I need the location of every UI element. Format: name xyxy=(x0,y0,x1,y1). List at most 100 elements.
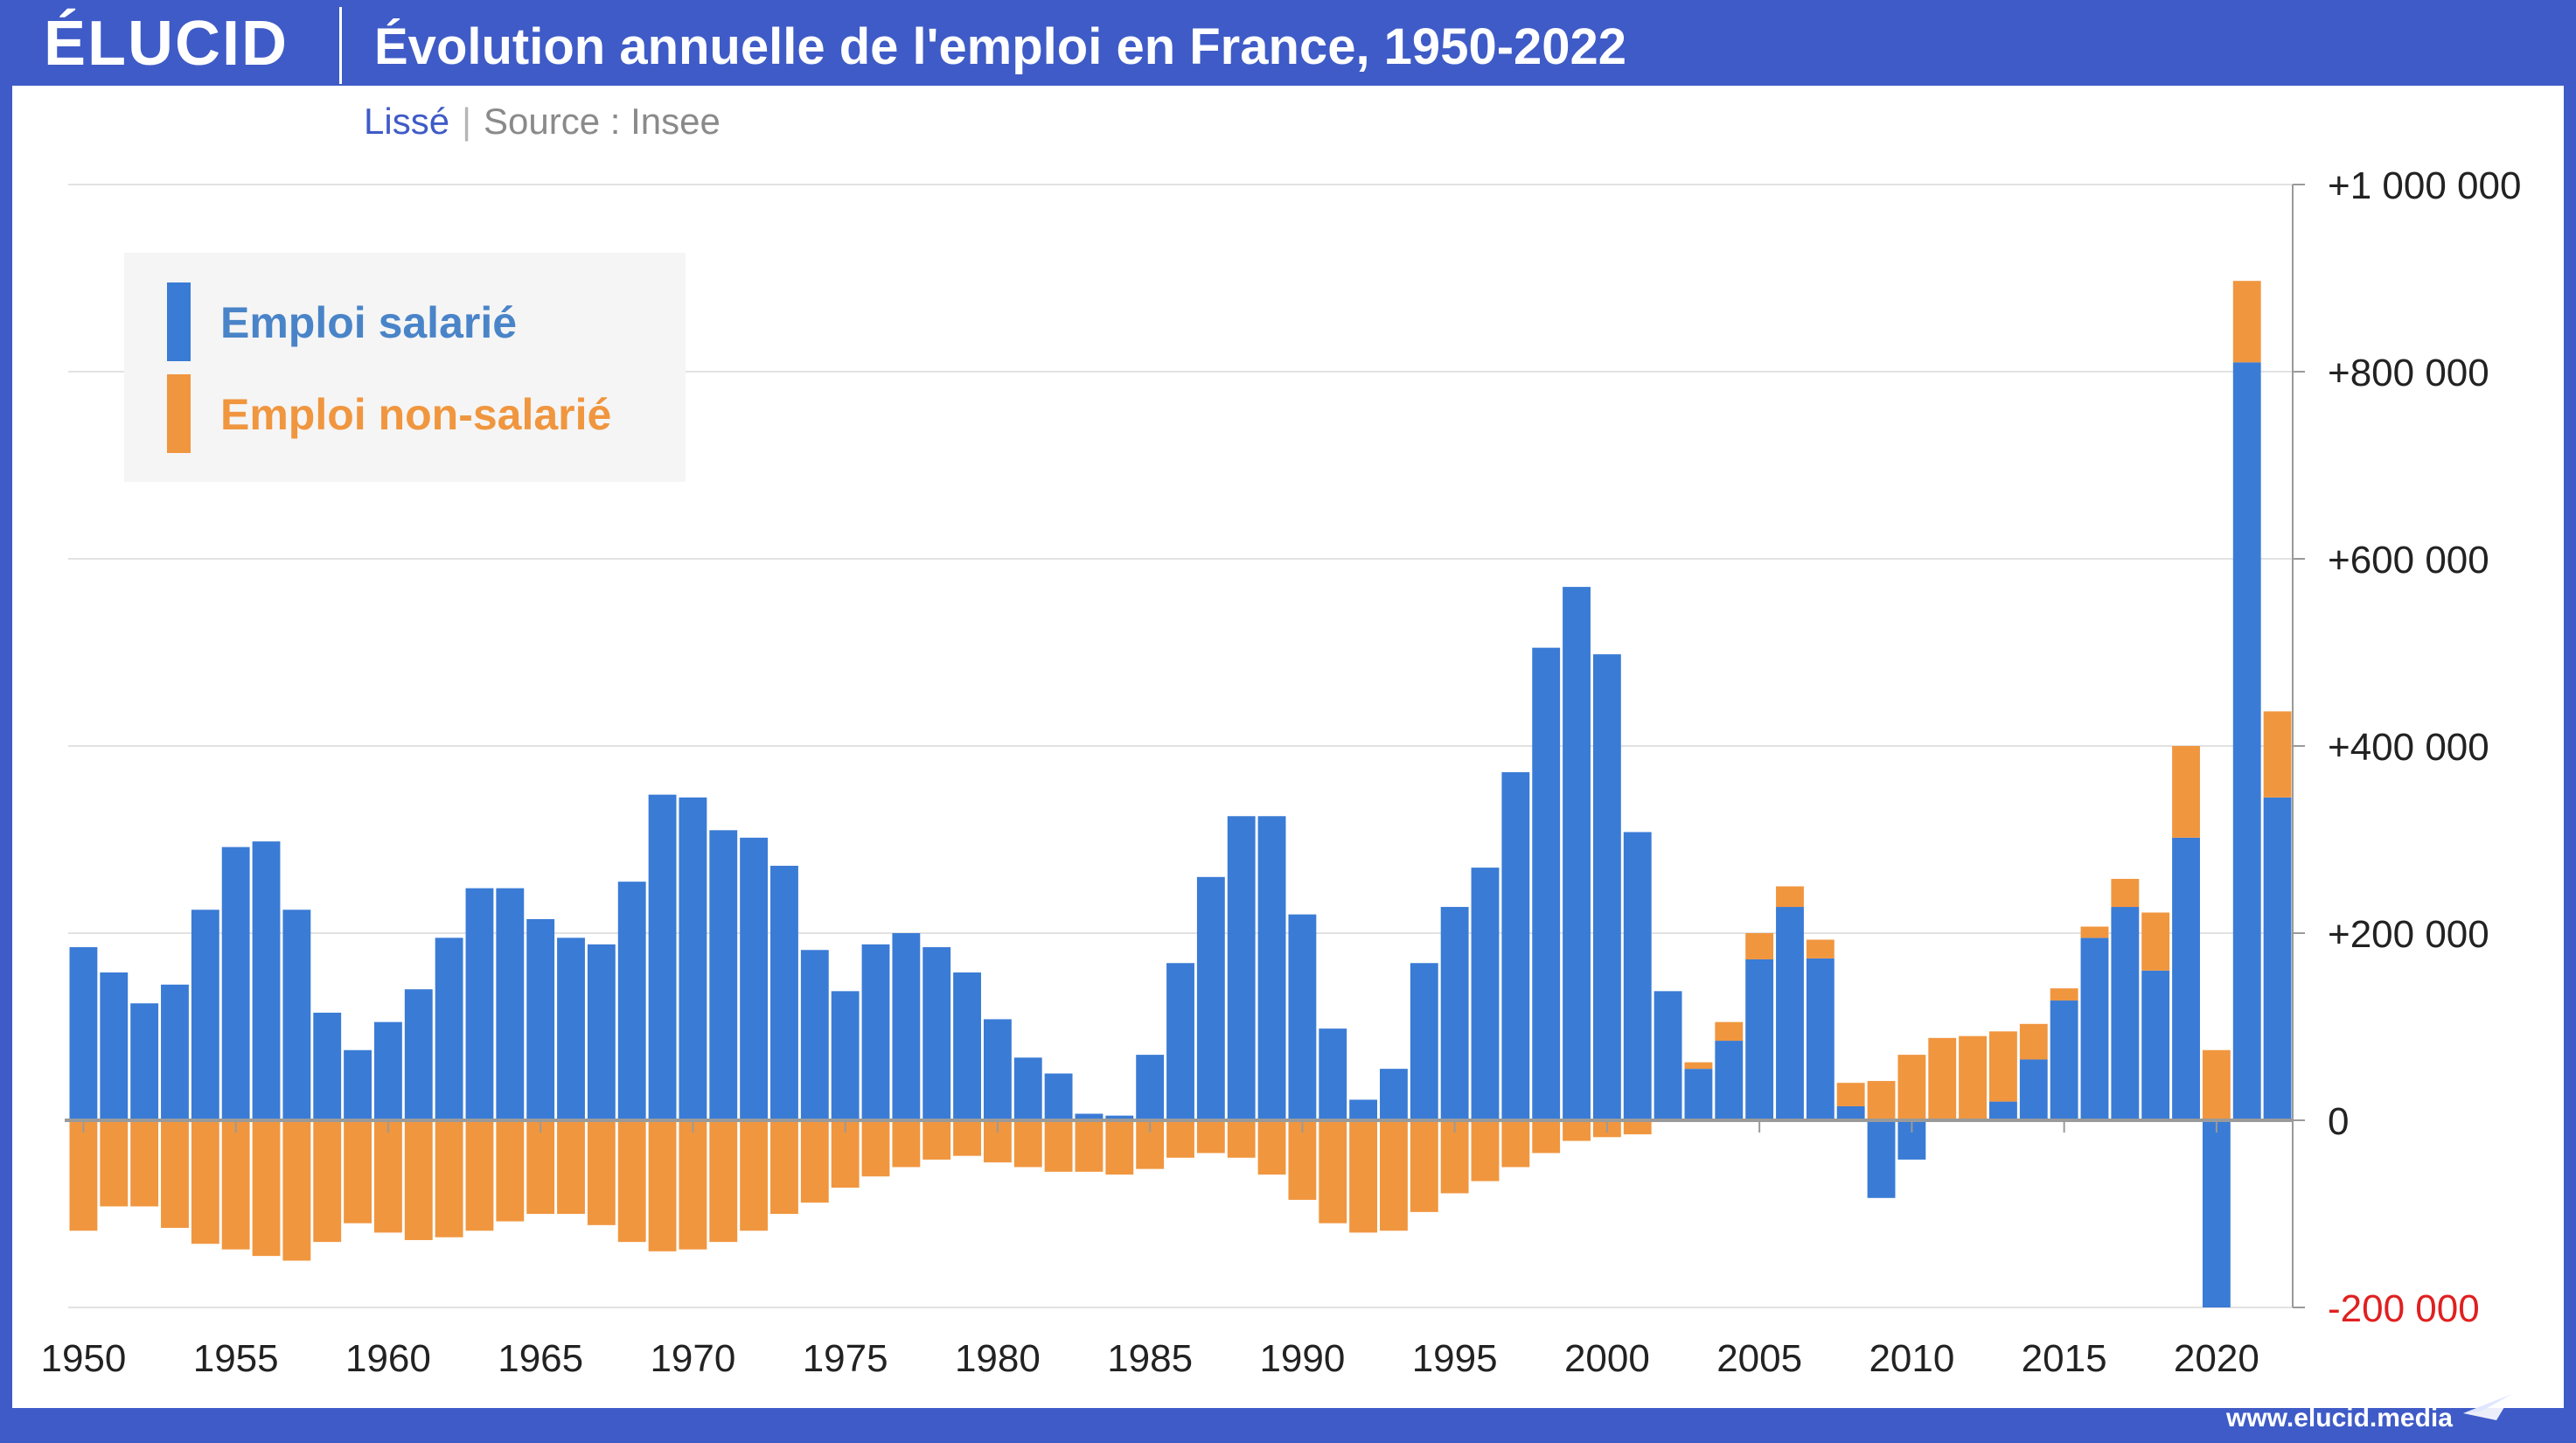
bar-emploi-non-salarie xyxy=(1959,1035,1988,1120)
bar-emploi-non-salarie xyxy=(1715,1021,1744,1042)
bar-emploi-salarie xyxy=(1684,1069,1713,1120)
bar-emploi-non-salarie xyxy=(465,1120,494,1231)
bar-emploi-non-salarie xyxy=(2202,1049,2231,1120)
bar-emploi-non-salarie xyxy=(1563,1120,1591,1141)
elucid-logo[interactable]: ÉLUCID xyxy=(44,9,289,79)
bar-emploi-salarie xyxy=(1196,876,1225,1120)
legend-swatch-non-salarie xyxy=(167,374,191,453)
bar-emploi-salarie xyxy=(2111,907,2140,1120)
bar-emploi-non-salarie xyxy=(709,1120,738,1243)
bar-emploi-salarie xyxy=(1836,1105,1865,1120)
bar-emploi-salarie xyxy=(1501,771,1530,1120)
bar-emploi-non-salarie xyxy=(221,1120,250,1250)
logo-divider xyxy=(339,7,342,84)
bar-emploi-salarie xyxy=(2141,970,2170,1120)
bar-emploi-non-salarie xyxy=(2172,746,2200,838)
bar-emploi-non-salarie xyxy=(892,1120,921,1168)
bar-emploi-non-salarie xyxy=(130,1120,159,1207)
bar-emploi-salarie xyxy=(1989,1101,2017,1120)
bar-emploi-salarie xyxy=(1075,1113,1104,1120)
bar-emploi-non-salarie xyxy=(648,1120,677,1251)
bar-emploi-non-salarie xyxy=(2080,926,2109,938)
bar-emploi-non-salarie xyxy=(1623,1120,1652,1135)
bar-emploi-non-salarie xyxy=(800,1120,829,1203)
bar-emploi-salarie xyxy=(1319,1028,1347,1120)
bar-emploi-non-salarie xyxy=(435,1120,463,1237)
x-tick-label: 2020 xyxy=(2174,1337,2259,1380)
bar-emploi-non-salarie xyxy=(282,1120,311,1261)
bar-emploi-salarie xyxy=(161,984,189,1120)
y-tick-label: 0 xyxy=(2328,1100,2349,1143)
bar-emploi-non-salarie xyxy=(1806,939,1835,959)
bar-emploi-salarie xyxy=(526,918,555,1120)
bar-emploi-salarie xyxy=(800,950,829,1120)
bar-emploi-non-salarie xyxy=(1227,1120,1256,1158)
bar-emploi-non-salarie xyxy=(161,1120,189,1229)
bar-emploi-non-salarie xyxy=(1196,1120,1225,1154)
x-tick-label: 2010 xyxy=(1869,1337,1954,1380)
bar-emploi-non-salarie xyxy=(1776,886,1804,908)
bar-emploi-salarie xyxy=(2019,1059,2048,1120)
x-tick-label: 2005 xyxy=(1716,1337,1802,1380)
bar-emploi-salarie xyxy=(922,947,951,1120)
bar-emploi-salarie xyxy=(1288,914,1317,1120)
bar-emploi-salarie xyxy=(1349,1099,1378,1120)
bar-emploi-non-salarie xyxy=(404,1120,433,1240)
bar-emploi-non-salarie xyxy=(587,1120,616,1225)
bar-emploi-non-salarie xyxy=(1105,1120,1134,1175)
bar-emploi-salarie xyxy=(313,1012,342,1120)
bar-emploi-salarie xyxy=(1654,991,1682,1120)
bar-emploi-non-salarie xyxy=(1928,1037,1957,1120)
bar-emploi-non-salarie xyxy=(557,1120,585,1214)
bar-emploi-salarie xyxy=(1532,647,1561,1120)
bar-emploi-salarie xyxy=(587,944,616,1120)
bar-emploi-salarie xyxy=(2202,1120,2231,1307)
bar-emploi-non-salarie xyxy=(1501,1120,1530,1168)
bar-emploi-non-salarie xyxy=(1471,1120,1500,1182)
bar-emploi-non-salarie xyxy=(2232,281,2261,363)
bar-emploi-salarie xyxy=(648,794,677,1120)
bar-emploi-salarie xyxy=(983,1019,1012,1120)
bar-emploi-salarie xyxy=(892,933,921,1120)
bar-emploi-salarie xyxy=(557,938,585,1120)
source-label: Source : Insee xyxy=(483,101,721,142)
bar-emploi-salarie xyxy=(2080,938,2109,1120)
x-tick-label: 1990 xyxy=(1259,1337,1345,1380)
bar-emploi-salarie xyxy=(770,865,798,1120)
bar-emploi-non-salarie xyxy=(252,1120,281,1257)
x-tick-label: 2000 xyxy=(1564,1337,1650,1380)
bar-emploi-salarie xyxy=(2050,1000,2078,1120)
x-tick-label: 1960 xyxy=(345,1337,431,1380)
bar-emploi-non-salarie xyxy=(1745,933,1774,959)
bar-emploi-non-salarie xyxy=(526,1120,555,1214)
x-tick-label: 2015 xyxy=(2022,1337,2107,1380)
bar-emploi-salarie xyxy=(69,947,98,1120)
bar-emploi-non-salarie xyxy=(1867,1081,1896,1120)
bar-emploi-non-salarie xyxy=(1532,1120,1561,1154)
bar-emploi-salarie xyxy=(1013,1057,1042,1120)
x-tick-label: 1975 xyxy=(803,1337,888,1380)
bar-emploi-salarie xyxy=(740,837,769,1120)
bar-emploi-non-salarie xyxy=(953,1120,981,1156)
bar-emploi-non-salarie xyxy=(1836,1083,1865,1106)
bar-emploi-salarie xyxy=(1227,816,1256,1120)
bar-emploi-salarie xyxy=(130,1003,159,1120)
bar-emploi-non-salarie xyxy=(191,1120,219,1244)
legend-label-salarie: Emploi salarié xyxy=(220,298,517,347)
bar-emploi-salarie xyxy=(191,910,219,1120)
bar-emploi-non-salarie xyxy=(2141,912,2170,971)
bar-emploi-salarie xyxy=(861,944,890,1120)
bar-emploi-salarie xyxy=(1623,832,1652,1120)
y-tick-label: +1 000 000 xyxy=(2328,164,2521,207)
x-tick-label: 1965 xyxy=(498,1337,583,1380)
bar-emploi-salarie xyxy=(831,991,860,1120)
footer-url[interactable]: www.elucid.media xyxy=(2226,1404,2453,1433)
bar-emploi-salarie xyxy=(344,1049,372,1120)
bar-emploi-non-salarie xyxy=(313,1120,342,1243)
bar-emploi-non-salarie xyxy=(1380,1120,1408,1231)
paper-plane-icon xyxy=(2463,1394,2512,1420)
bar-emploi-non-salarie xyxy=(2050,988,2078,1001)
y-tick-label: +600 000 xyxy=(2328,539,2489,582)
